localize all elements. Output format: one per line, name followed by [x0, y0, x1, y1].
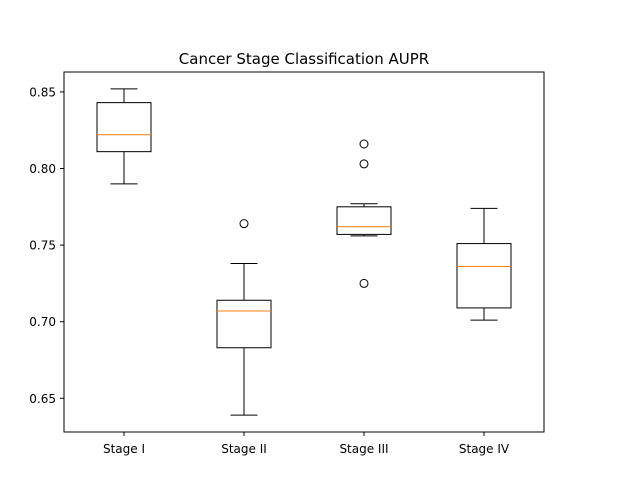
box-iqr — [456, 243, 512, 309]
box-iqr — [336, 206, 392, 235]
box-4 — [456, 207, 512, 321]
x-tick-label: Stage II — [221, 442, 267, 456]
x-tick-label: Stage III — [339, 442, 388, 456]
box-iqr — [96, 102, 152, 153]
y-tick-label: 0.75 — [29, 239, 56, 253]
y-tick-label: 0.65 — [29, 392, 56, 406]
x-axis: Stage I Stage II Stage III Stage IV — [103, 432, 510, 456]
x-tick-label: Stage IV — [459, 442, 510, 456]
y-tick-label: 0.70 — [29, 315, 56, 329]
chart-title: Cancer Stage Classification AUPR — [179, 50, 429, 68]
outlier-point — [239, 219, 249, 229]
box-2 — [216, 219, 272, 416]
x-tick-label: Stage I — [103, 442, 145, 456]
plot-area-frame — [63, 71, 545, 433]
outlier-point — [359, 139, 369, 149]
y-axis: 0.65 0.70 0.75 0.80 0.85 — [29, 85, 64, 406]
outlier-point — [359, 278, 369, 288]
y-tick-label: 0.85 — [29, 85, 56, 99]
box-3 — [336, 139, 392, 288]
box-1 — [96, 88, 152, 185]
y-tick-label: 0.80 — [29, 162, 56, 176]
box-iqr — [216, 299, 272, 349]
box-group — [96, 88, 512, 416]
outlier-point — [359, 159, 369, 169]
